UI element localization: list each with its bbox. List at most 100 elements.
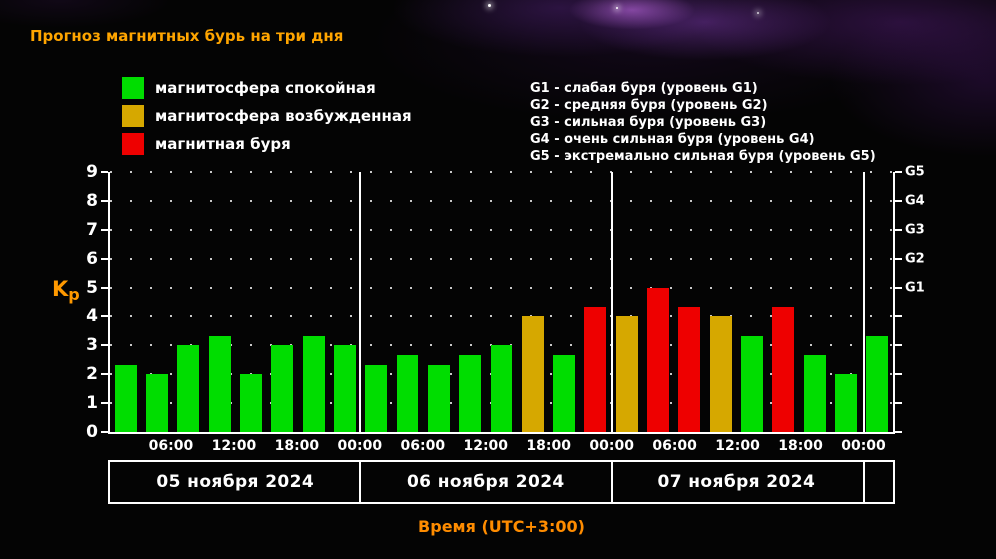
storm-scale-line-g5: G5 - экстремально сильная буря (уровень …: [530, 149, 876, 164]
plot-area: [101, 171, 902, 434]
kp-bar: [741, 335, 764, 432]
y-tick-label: 0: [86, 422, 98, 442]
kp-bar: [208, 335, 231, 432]
right-axis-labels: G5 G4 G3 G2 G1: [905, 165, 945, 432]
day-separator: [610, 172, 613, 434]
date-label: 07 ноября 2024: [657, 472, 816, 492]
x-tick-label: 06:00: [400, 438, 446, 454]
axis-tick: [101, 431, 108, 433]
x-tick-label: 18:00: [778, 438, 823, 454]
axis-tick: [101, 315, 108, 318]
y-axis-labels: 0 1 2 3 4 5 6 7 8 9: [62, 162, 98, 442]
axis-tick: [101, 257, 108, 260]
date-label: 06 ноября 2024: [406, 472, 565, 492]
axis-tick: [101, 171, 108, 173]
kp-bar: [772, 306, 795, 432]
gridline: [110, 315, 893, 318]
kp-bar: [709, 316, 732, 432]
star-icon: [488, 4, 491, 7]
y-tick-label: 5: [86, 277, 98, 298]
gridline: [110, 286, 893, 289]
y-tick-label: 6: [86, 248, 98, 269]
axis-tick: [895, 171, 902, 173]
axis-tick: [895, 199, 902, 202]
kp-bar: [835, 374, 857, 432]
day-separator: [358, 460, 361, 504]
star-icon: [616, 7, 618, 9]
y-tick-label: 3: [86, 335, 98, 356]
axis-tick: [895, 257, 902, 260]
g-level-label: G4: [905, 193, 925, 209]
day-separator: [358, 172, 361, 434]
axis-tick: [895, 344, 902, 347]
storm-scale-legend: G1 - слабая буря (уровень G1) G2 - средн…: [530, 80, 876, 165]
kp-bar: [146, 374, 168, 432]
kp-bar: [365, 364, 388, 432]
y-tick-label: 1: [86, 393, 98, 414]
axis-tick: [101, 199, 108, 202]
chart-wrap: 06:00 12:00 18:00 00:00 06:00 12:00 18:00 00:00…: [101, 171, 902, 504]
y-tick-label: 2: [86, 364, 98, 385]
kp-bar: [239, 374, 262, 432]
kp-bar: [459, 354, 482, 432]
y-tick-label: 4: [86, 306, 98, 327]
date-band: 05 ноября 2024 06 ноября 2024 07 ноября 20…: [108, 460, 895, 504]
axis-tick: [895, 286, 902, 289]
kp-bar: [490, 345, 513, 432]
gridline: [110, 171, 893, 173]
legend-swatch-green: [122, 77, 144, 99]
kp-bar: [647, 287, 670, 432]
kp-bar: [396, 354, 419, 432]
legend: магнитосфера спокойная магнитосфера возб…: [122, 77, 412, 161]
storm-scale-line-g1: G1 - слабая буря (уровень G1): [530, 81, 758, 96]
kp-bar: [553, 354, 576, 432]
x-tick-label: 12:00: [463, 438, 509, 454]
axis-tick: [101, 228, 108, 231]
legend-item-excited: магнитосфера возбужденная: [122, 105, 412, 127]
kp-bar: [177, 345, 200, 432]
kp-bar: [521, 316, 544, 432]
legend-label-quiet: магнитосфера спокойная: [155, 79, 376, 97]
gridline: [110, 257, 893, 260]
day-separator: [862, 460, 865, 504]
gridline: [110, 199, 893, 202]
y-axis-title-base: K: [52, 277, 69, 301]
legend-label-storm: магнитная буря: [155, 135, 291, 153]
kp-bar: [584, 306, 607, 432]
axis-tick: [101, 373, 108, 376]
storm-scale-line-g2: G2 - средняя буря (уровень G2): [530, 98, 768, 113]
g-level-label: G5: [905, 164, 925, 180]
gridline: [110, 228, 893, 231]
axis-tick: [101, 344, 108, 347]
legend-item-storm: магнитная буря: [122, 133, 412, 155]
axis-tick: [895, 315, 902, 318]
y-axis-title: Kp: [52, 277, 80, 304]
x-tick-label: 06:00: [148, 438, 194, 454]
axis-tick: [895, 228, 902, 231]
legend-label-excited: магнитосфера возбужденная: [155, 107, 412, 125]
y-tick-label: 9: [86, 162, 98, 182]
kp-bar: [333, 345, 356, 432]
kp-bar: [302, 335, 325, 432]
day-separator: [862, 172, 865, 434]
x-tick-label: 18:00: [526, 438, 572, 454]
axis-tick: [101, 286, 108, 289]
y-axis-title-sub: p: [68, 285, 80, 304]
kp-bar: [615, 316, 638, 432]
storm-scale-line-g4: G4 - очень сильная буря (уровень G4): [530, 132, 815, 147]
g-level-label: G2: [905, 251, 925, 267]
star-icon: [757, 12, 759, 14]
kp-bar: [114, 364, 137, 432]
x-tick-label: 00:00: [589, 438, 634, 454]
x-tick-label: 00:00: [841, 438, 886, 454]
kp-bar: [803, 354, 826, 432]
page-title: Прогноз магнитных бурь на три дня: [30, 27, 344, 45]
legend-swatch-red: [122, 133, 144, 155]
storm-scale-line-g3: G3 - сильная буря (уровень G3): [530, 115, 767, 130]
kp-bar: [427, 364, 450, 432]
axis-tick: [895, 431, 902, 433]
axis-tick: [895, 402, 902, 405]
kp-bar: [678, 306, 701, 432]
x-axis-title: Время (UTC+3:00): [418, 517, 585, 536]
axis-tick: [101, 402, 108, 405]
